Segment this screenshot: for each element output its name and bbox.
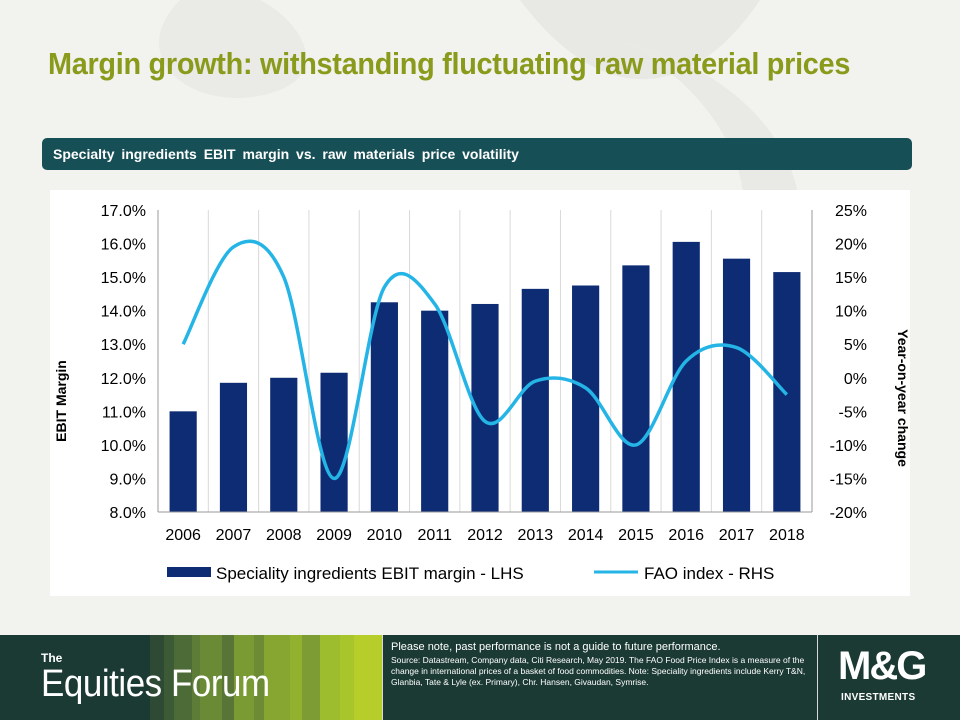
x-tick-label: 2013 — [518, 527, 554, 544]
disclaimer-box: Please note, past performance is not a g… — [382, 635, 818, 720]
legend-line-label: FAO index - RHS — [644, 564, 774, 583]
brand-prefix: The — [41, 651, 63, 665]
y-tick-label: 12.0% — [101, 371, 146, 388]
y2-tick-label: 0% — [844, 371, 867, 388]
y2-tick-label: 25% — [835, 203, 867, 220]
y-tick-label: 9.0% — [110, 471, 146, 488]
y-tick-label: 10.0% — [101, 438, 146, 455]
mg-logo-subtitle: INVESTMENTS — [841, 692, 916, 703]
y-tick-label: 17.0% — [101, 203, 146, 220]
y2-tick-label: -15% — [830, 471, 867, 488]
y-tick-label: 16.0% — [101, 237, 146, 254]
y-tick-label: 15.0% — [101, 270, 146, 287]
x-tick-label: 2015 — [618, 527, 654, 544]
legend-bar-label: Speciality ingredients EBIT margin - LHS — [216, 564, 524, 583]
y-tick-label: 8.0% — [110, 505, 146, 522]
y-tick-label: 14.0% — [101, 304, 146, 321]
disclaimer-text: Please note, past performance is not a g… — [391, 641, 721, 653]
bar-2011 — [421, 310, 449, 512]
bar-2013 — [521, 288, 549, 512]
y-tick-label: 11.0% — [102, 404, 146, 421]
mg-logo: M&G — [838, 644, 927, 688]
y2-tick-label: -10% — [830, 438, 867, 455]
bar-2017 — [722, 258, 751, 512]
bar-2006 — [169, 411, 197, 512]
footer-decoration — [150, 635, 382, 720]
y2-axis-label: Year-on-year change — [895, 329, 910, 467]
x-tick-label: 2018 — [769, 527, 805, 544]
x-tick-label: 2008 — [266, 527, 302, 544]
legend-bar-swatch — [167, 567, 211, 577]
bar-2008 — [270, 377, 298, 512]
x-tick-label: 2010 — [367, 527, 403, 544]
y2-tick-label: 20% — [835, 237, 867, 254]
brand-name: Equities Forum — [41, 663, 270, 705]
source-note: Source: Datastream, Company data, Citi R… — [391, 655, 806, 687]
y-axis-label: EBIT Margin — [53, 360, 69, 442]
y2-tick-label: -5% — [839, 404, 867, 421]
y2-tick-label: 5% — [844, 337, 867, 354]
x-tick-label: 2011 — [417, 527, 452, 544]
chart-panel: 8.0% 9.0% 10.0% 11.0% 12.0% 13.0% 14.0% 15.0% 16… — [50, 190, 910, 596]
y-tick-label: 13.0% — [101, 337, 146, 354]
bar-2009 — [320, 372, 348, 512]
chart-banner: Specialty ingredients EBIT margin vs. ra… — [42, 138, 912, 170]
x-tick-label: 2016 — [668, 527, 704, 544]
x-tick-label: 2012 — [467, 527, 503, 544]
y2-tick-label: -20% — [830, 505, 867, 522]
slide-title: Margin growth: withstanding fluctuating … — [48, 46, 851, 81]
fao-index-line — [181, 239, 789, 481]
x-tick-label: 2006 — [165, 527, 201, 544]
x-tick-label: 2009 — [316, 527, 352, 544]
y2-tick-label: 10% — [835, 304, 867, 321]
x-tick-label: 2014 — [568, 527, 604, 544]
bar-2007 — [219, 382, 248, 512]
bar-2015 — [622, 265, 650, 512]
x-tick-label: 2017 — [719, 527, 755, 544]
x-tick-label: 2007 — [216, 527, 252, 544]
footer: The Equities Forum Please note, past per… — [0, 635, 960, 720]
bar-2018 — [773, 272, 801, 512]
chart: 8.0% 9.0% 10.0% 11.0% 12.0% 13.0% 14.0% 15.0% 16… — [53, 203, 910, 583]
bar-2010 — [370, 302, 398, 512]
y2-tick-label: 15% — [835, 270, 867, 287]
